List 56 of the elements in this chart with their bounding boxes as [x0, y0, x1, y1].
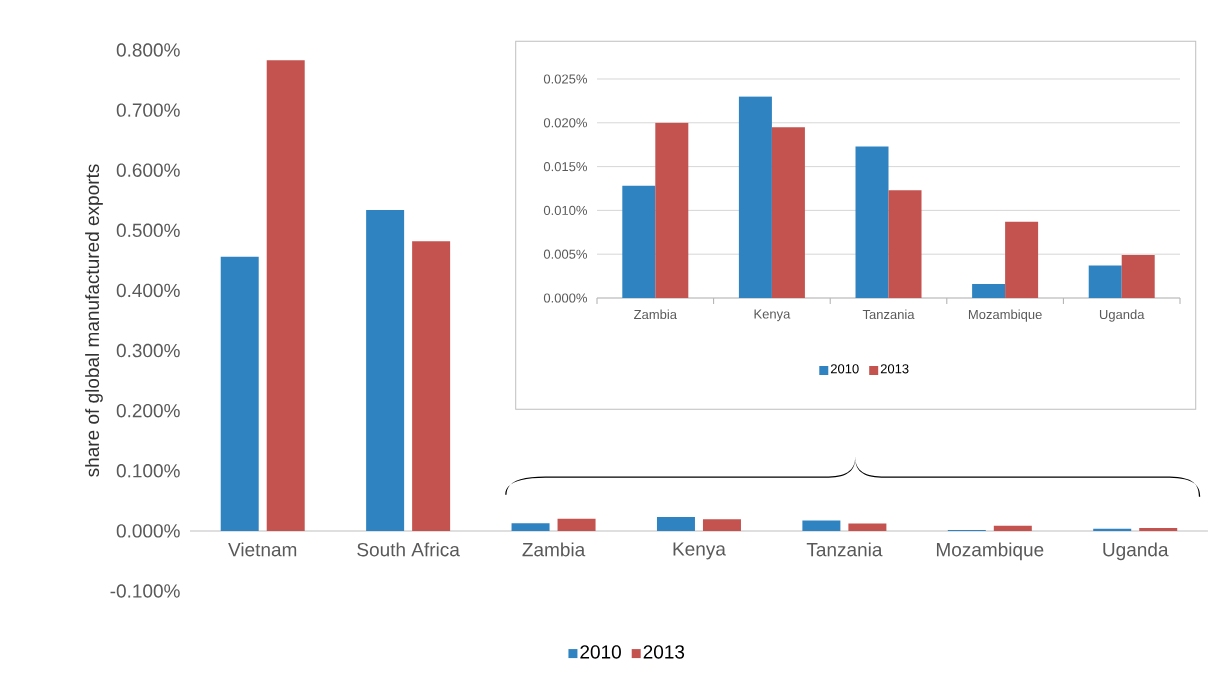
y-tick-label: 0.015% — [543, 161, 588, 172]
x-tick-label: Tanzania — [862, 309, 915, 320]
bar — [1088, 265, 1122, 298]
bar — [993, 525, 1032, 531]
bar — [266, 60, 305, 531]
y-tick-label: 0.700% — [116, 103, 180, 117]
x-tick-label: Zambia — [634, 309, 677, 320]
bar — [1139, 527, 1178, 531]
legend-label: 2010 — [580, 645, 621, 659]
y-tick-label: 0.200% — [116, 403, 180, 418]
x-tick-label: Mozambique — [936, 542, 1044, 561]
y-tick-label: 0.025% — [543, 74, 588, 84]
legend-label: 2010 — [830, 364, 859, 374]
bar — [738, 96, 772, 298]
y-tick-label: 0.600% — [116, 163, 180, 177]
bar — [655, 122, 689, 298]
bar — [1093, 528, 1132, 531]
legend-label: 2013 — [643, 645, 685, 659]
legend-label: 2013 — [880, 364, 909, 374]
x-tick-label: Tanzania — [806, 542, 883, 557]
bar — [972, 283, 1006, 298]
bar — [855, 146, 889, 298]
x-tick-label: Zambia — [522, 542, 586, 557]
y-tick-label: 0.300% — [116, 343, 180, 358]
bar — [848, 523, 887, 531]
bar — [656, 517, 695, 531]
y-tick-label: 0.000% — [543, 293, 588, 303]
bar — [412, 241, 451, 531]
y-tick-label: -0.100% — [110, 584, 180, 598]
x-tick-label: Vietnam — [228, 542, 297, 557]
bar — [1121, 255, 1155, 298]
bar — [220, 256, 259, 531]
y-tick-label: 0.500% — [116, 223, 180, 238]
y-tick-label: 0.400% — [116, 283, 180, 298]
bar — [622, 185, 656, 298]
x-tick-label: South Africa — [357, 542, 460, 557]
y-axis-title: share of global manufactured exports — [85, 164, 103, 477]
x-tick-label: Mozambique — [968, 309, 1042, 322]
bar — [888, 190, 922, 298]
y-tick-label: 0.100% — [116, 464, 180, 478]
bar — [511, 523, 550, 531]
y-tick-label: 0.020% — [543, 118, 588, 128]
x-tick-label: Uganda — [1103, 542, 1169, 561]
bar — [702, 519, 741, 531]
y-tick-label: 0.800% — [116, 43, 180, 57]
y-tick-label: 0.010% — [543, 205, 588, 215]
bar — [1005, 221, 1039, 298]
bar — [771, 127, 805, 298]
x-tick-label: Kenya — [754, 309, 791, 322]
y-tick-label: 0.000% — [116, 524, 180, 538]
bar — [802, 520, 841, 531]
bar — [366, 209, 405, 531]
y-tick-label: 0.005% — [543, 249, 588, 259]
bar — [557, 518, 596, 531]
x-tick-label: Kenya — [673, 542, 726, 560]
x-tick-label: Uganda — [1099, 309, 1145, 322]
